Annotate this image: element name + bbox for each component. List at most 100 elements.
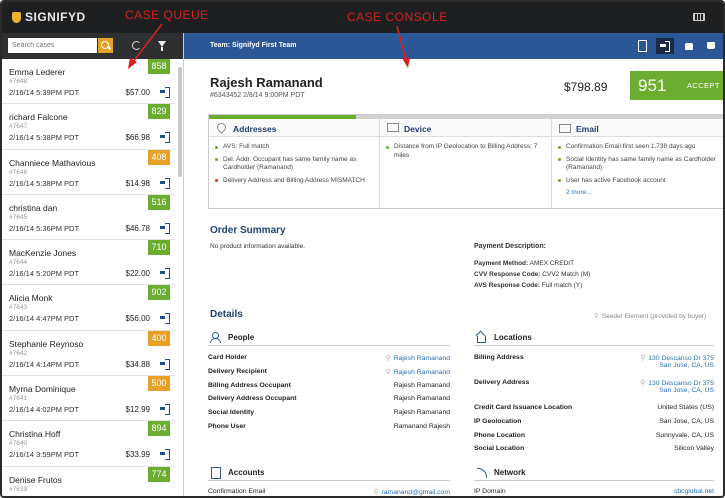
seeder-note-text: Seeder Element (provided by buyer)	[601, 313, 707, 320]
accounts-header: Accounts	[208, 465, 450, 481]
avs-label: AVS Response Code:	[474, 282, 540, 289]
case-score-badge: 516	[148, 194, 170, 210]
location-row: Phone Location Sunnyvale, CA, US	[474, 432, 714, 444]
payment-heading: Payment Description:	[474, 243, 546, 250]
case-list-item[interactable]: richard Falcone #7647 2/16/14 5:38PM PDT $6…	[2, 104, 176, 150]
case-id: #7641	[9, 395, 28, 403]
case-list-item[interactable]: Alicia Monk #7643 2/16/14 4:47PM PDT $56.00…	[2, 285, 176, 331]
case-id: #7645	[9, 213, 28, 221]
search-input[interactable]	[8, 38, 97, 53]
open-case-icon[interactable]	[160, 449, 170, 461]
payment-method-value: AMEX CREDIT	[529, 260, 575, 267]
seeder-note: ⚲ Seeder Element (provided by buyer)	[594, 312, 706, 320]
case-list-item[interactable]: Emma Lederer #7648 2/16/14 5:39PM PDT $57.0…	[2, 59, 176, 105]
open-case-icon[interactable]	[160, 313, 170, 325]
case-id: #7646	[9, 168, 28, 176]
location-row-value: Silicon Valley	[674, 445, 714, 453]
location-row: Social Location Silicon Valley	[474, 445, 714, 457]
people-row-value[interactable]: ⚲ Rajesh Ramanand	[386, 354, 450, 362]
case-list-item[interactable]: MacKenzie Jones #7644 2/16/14 5:20PM PDT $2…	[2, 240, 176, 286]
addresses-signals: AVS: Full match Del. Addr. Occupant has s…	[209, 137, 379, 185]
email-title: Email	[576, 124, 599, 134]
email-signal: Confirmation Email first seen 1,738 days…	[552, 143, 720, 152]
case-customer-name: Myrna Dominique	[9, 384, 76, 395]
people-header: People	[208, 330, 450, 346]
people-row: Social Identity Rajesh Ramanand	[208, 409, 450, 421]
people-row-value-text: Rajesh Ramanand	[393, 368, 450, 376]
locations-header: Locations	[474, 330, 714, 346]
case-score-badge: 408	[148, 149, 170, 165]
open-case-icon[interactable]	[160, 132, 170, 144]
case-date: 2/16/14 4:47PM PDT	[9, 314, 80, 324]
accounts-icon	[210, 467, 221, 479]
device-header: Device	[380, 119, 551, 137]
accept-button[interactable]: 951 ACCEPT	[630, 71, 723, 100]
people-row-value: Rajesh Ramanand	[394, 395, 450, 402]
case-amount: $57.00	[125, 88, 150, 97]
delivery-address-value[interactable]: ⚲ 130 Descanso Dr 375 San Jose, CA, US	[640, 379, 714, 394]
case-customer-name: Alicia Monk	[9, 293, 53, 304]
team-label: Team: Signifyd First Team	[210, 42, 297, 49]
keyboard-icon[interactable]	[693, 13, 705, 21]
case-date: 2/16/14 5:38PM PDT	[9, 178, 80, 188]
addresses-header: Addresses	[209, 119, 379, 137]
case-customer-name: Christina Hoff	[9, 429, 61, 440]
ip-domain-value[interactable]: sbcglobal.net	[673, 488, 714, 495]
case-score-badge: 858	[148, 59, 170, 74]
billing-address-value[interactable]: ⚲ 130 Descanso Dr 375 San Jose, CA, US	[640, 354, 714, 369]
logo: SIGNIFYD	[12, 10, 86, 24]
team-bar: Team: Signifyd First Team	[184, 33, 723, 59]
queue-toolbar	[2, 33, 183, 59]
case-list-item[interactable]: Denise Frutos #7639 774	[2, 466, 176, 496]
people-row-value[interactable]: ⚲ Rajesh Ramanand	[386, 368, 450, 376]
search-icon[interactable]	[98, 38, 113, 53]
top-bar: SIGNIFYD	[2, 2, 723, 33]
refresh-icon[interactable]	[132, 41, 141, 50]
case-list-item[interactable]: Channiece Mathavious #7646 2/16/14 5:38PM …	[2, 149, 176, 195]
case-console-annotation: CASE CONSOLE	[347, 10, 448, 24]
case-list-item[interactable]: Myrna Dominique #7641 2/16/14 4:02PM PDT $1…	[2, 376, 176, 422]
document-icon[interactable]	[634, 39, 650, 53]
case-id: #7639	[9, 485, 28, 493]
cvv-label: CVV Response Code:	[474, 271, 541, 278]
people-row-label: Social Identity	[208, 409, 255, 417]
people-row-value: Rajesh Ramanand	[394, 382, 450, 389]
queue-scrollbar[interactable]	[178, 67, 182, 177]
billing-address-label: Billing Address	[474, 354, 524, 361]
filter-icon[interactable]	[158, 41, 166, 51]
case-score-badge: 774	[148, 466, 170, 482]
login-icon[interactable]	[656, 38, 674, 54]
thumbs-down-icon[interactable]	[703, 39, 719, 53]
people-row-value: Rajesh Ramanand	[394, 409, 450, 416]
case-id: #7648	[9, 78, 28, 85]
people-row-value-text: Rajesh Ramanand	[393, 409, 450, 417]
case-list-item[interactable]: Stephanie Reynoso #7642 2/16/14 4:14PM PDT…	[2, 330, 176, 377]
open-case-icon[interactable]	[160, 177, 170, 189]
open-case-icon[interactable]	[160, 404, 170, 416]
open-case-icon[interactable]	[160, 222, 170, 234]
open-case-icon[interactable]	[160, 268, 170, 280]
panel-accent	[209, 115, 356, 119]
details-title: Details	[210, 309, 243, 320]
confirmation-email-value[interactable]: ⚲ ramanand@gmail.com	[374, 488, 450, 496]
avs-row: AVS Response Code: Full match (Y)	[474, 282, 582, 289]
location-row-value: San Jose, CA, US	[659, 417, 714, 425]
email-more-link[interactable]: 2 more...	[566, 189, 592, 196]
order-meta: #6343452 2/8/14 9:00PM PDT	[210, 92, 305, 99]
thumbs-up-icon[interactable]	[681, 39, 697, 53]
case-list-item[interactable]: christina dan #7645 2/16/14 5:36PM PDT $46.…	[2, 194, 176, 241]
guarantee-score: 951	[638, 76, 667, 95]
monitor-icon	[387, 123, 399, 133]
people-row: Delivery Recipient ⚲ Rajesh Ramanand	[208, 368, 450, 380]
open-case-icon[interactable]	[160, 87, 170, 98]
locations-title: Locations	[494, 333, 532, 342]
accept-label: ACCEPT	[687, 81, 720, 90]
device-signals: Distance from IP Geolocation to Billing …	[380, 137, 551, 160]
open-case-icon[interactable]	[160, 358, 170, 370]
email-signal: Social Identity has same family name as …	[552, 156, 720, 173]
location-row-label: Credit Card Issuance Location	[474, 404, 573, 411]
location-row: Credit Card Issuance Location United Stat…	[474, 404, 714, 416]
case-list-item[interactable]: Christina Hoff #7640 2/16/14 3:59PM PDT $33…	[2, 421, 176, 467]
case-date: 2/16/14 5:39PM PDT	[9, 88, 80, 97]
people-row-value-text: Rajesh Ramanand	[393, 355, 450, 362]
